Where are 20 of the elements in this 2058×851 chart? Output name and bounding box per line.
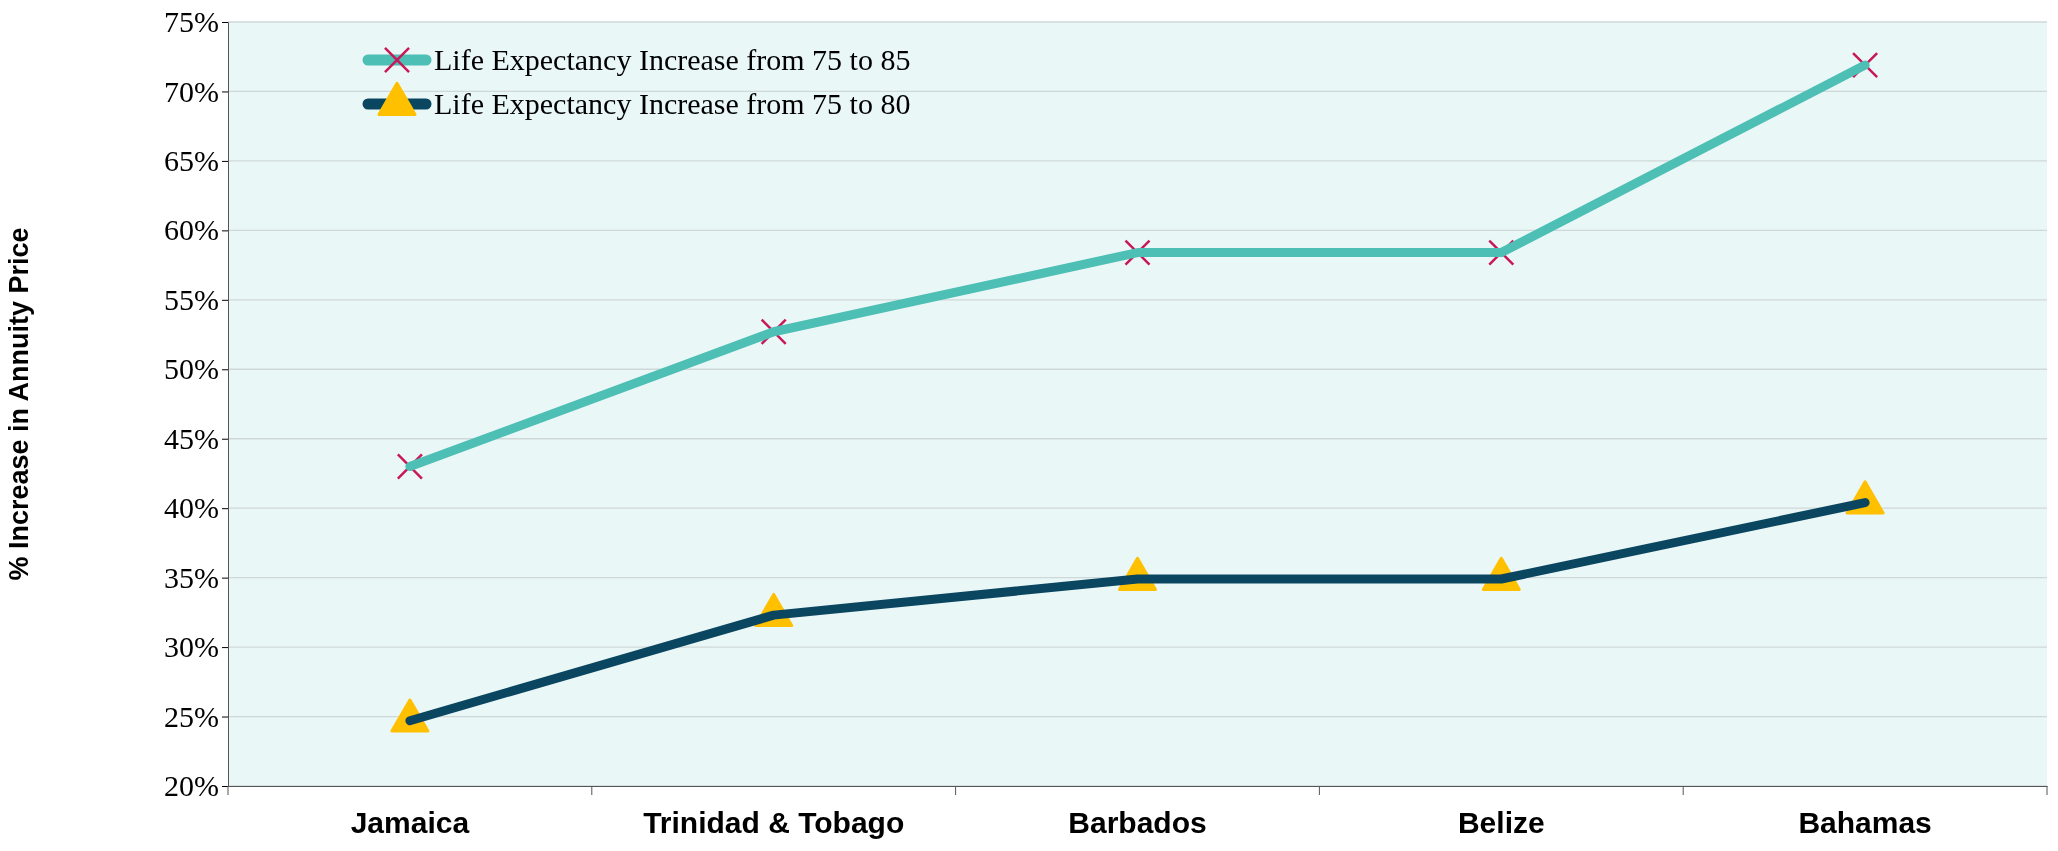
y-tick-label: 50% (164, 352, 219, 386)
y-tick-label: 20% (164, 769, 219, 803)
x-tick-label: Barbados (1068, 806, 1207, 840)
y-tick-label: 40% (164, 491, 219, 525)
legend-label: Life Expectancy Increase from 75 to 85 (434, 43, 911, 76)
y-tick-label: 70% (164, 74, 219, 108)
y-axis-title: % Increase in Annuity Price (4, 227, 34, 581)
x-tick-label: Trinidad & Tobago (643, 806, 905, 840)
legend-label: Life Expectancy Increase from 75 to 80 (434, 87, 911, 120)
y-tick-label: 35% (164, 560, 219, 594)
y-tick-label: 55% (164, 282, 219, 316)
x-tick-label: Jamaica (350, 806, 470, 840)
y-tick-label: 30% (164, 630, 219, 664)
y-tick-label: 60% (164, 213, 219, 247)
x-tick-label: Belize (1457, 806, 1545, 840)
y-tick-label: 45% (164, 421, 219, 455)
y-tick-label: 25% (164, 699, 219, 733)
y-tick-label: 65% (164, 144, 219, 178)
x-tick-label: Bahamas (1798, 806, 1932, 840)
y-tick-label: 75% (164, 5, 219, 39)
